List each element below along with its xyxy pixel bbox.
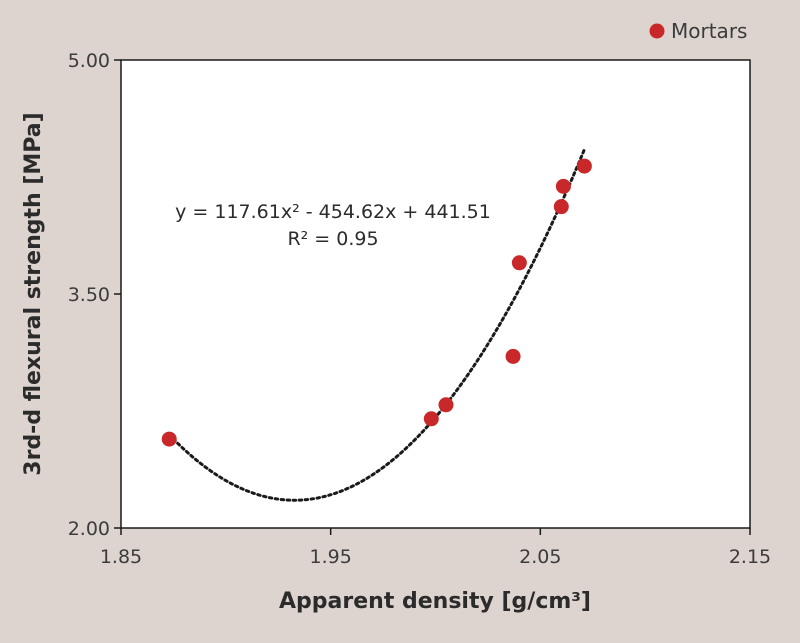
x-tick-label: 1.85: [100, 546, 142, 568]
trendline: [167, 148, 586, 502]
data-point: [553, 199, 569, 215]
y-axis-title: 3rd-d flexural strength [MPa]: [21, 112, 46, 475]
data-point: [576, 158, 592, 174]
legend-marker: [649, 23, 665, 39]
trendline-equation-box: y = 117.61x² - 454.62x + 441.51 R² = 0.9…: [175, 201, 491, 250]
x-axis-title: Apparent density [g/cm³]: [279, 589, 591, 614]
data-point: [423, 411, 439, 427]
data-point: [438, 397, 454, 413]
y-tick-label: 2.00: [68, 518, 110, 540]
y-tick-label: 5.00: [68, 50, 110, 72]
y-axis-ticks: 2.00 3.50 5.00: [68, 50, 121, 540]
y-tick-label: 3.50: [68, 284, 110, 306]
data-point: [505, 348, 521, 364]
data-points: [161, 158, 592, 447]
legend: Mortars: [649, 19, 747, 43]
trendline-equation: y = 117.61x² - 454.62x + 441.51: [175, 201, 491, 223]
x-tick-label: 2.05: [519, 546, 561, 568]
r-squared-label: R² = 0.95: [287, 228, 378, 250]
x-axis-ticks: 1.85 1.95 2.05 2.15: [100, 528, 771, 568]
x-tick-label: 2.15: [729, 546, 771, 568]
plot-area: [120, 59, 751, 529]
data-point: [161, 431, 177, 447]
data-point: [555, 178, 571, 194]
legend-label: Mortars: [671, 19, 747, 43]
data-point: [511, 255, 527, 271]
x-tick-label: 1.95: [310, 546, 352, 568]
